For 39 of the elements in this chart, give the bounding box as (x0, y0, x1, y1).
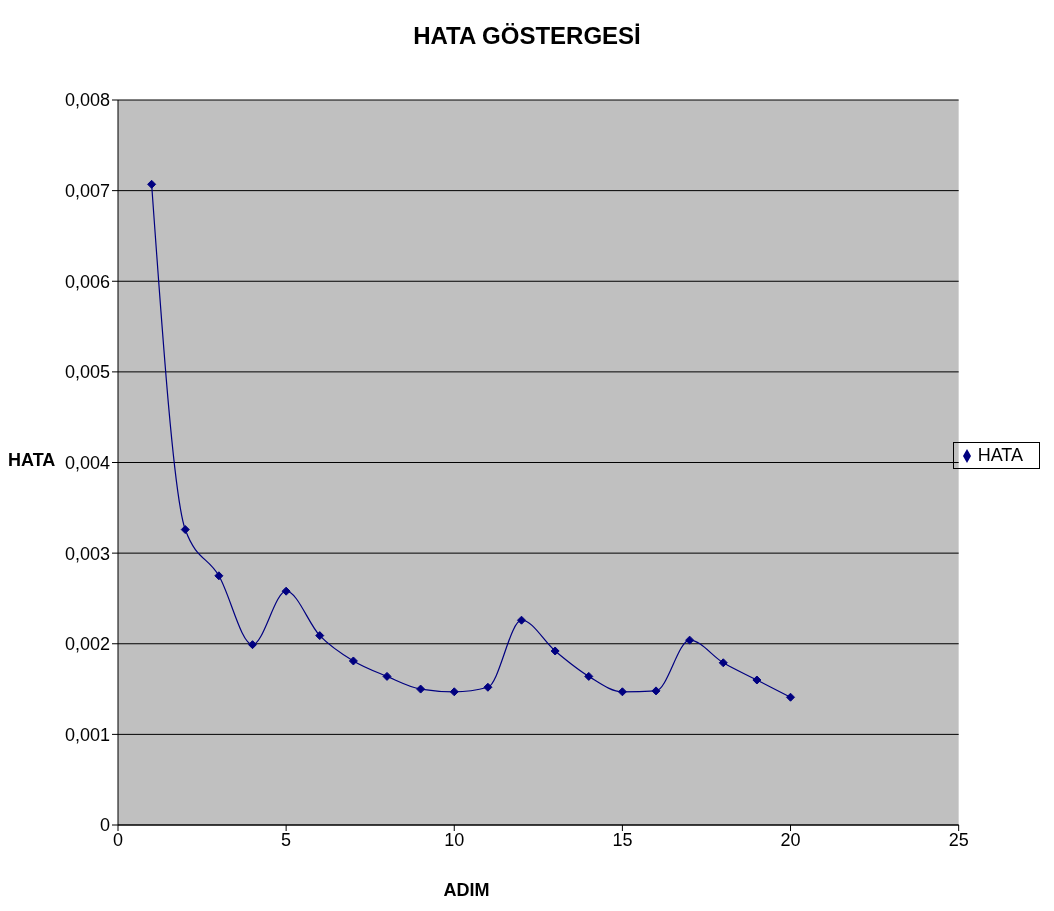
point (281, 586, 291, 596)
point (517, 615, 527, 625)
point (382, 671, 392, 681)
x-tick-label: 15 (612, 829, 633, 850)
y-tick-label: 0,008 (64, 90, 110, 111)
point (651, 686, 661, 696)
point (214, 571, 224, 581)
point (752, 675, 762, 685)
chart-title: HATA GÖSTERGESİ (412, 22, 642, 50)
point (550, 646, 560, 656)
legend-label: HATA (977, 445, 1023, 465)
point (483, 682, 493, 692)
point (147, 179, 157, 189)
point (786, 692, 796, 702)
point (180, 525, 190, 535)
x-tick-label: 5 (281, 829, 292, 850)
x-tick-label: 0 (112, 829, 124, 850)
y-tick-label: 0,003 (64, 543, 110, 564)
point (248, 640, 258, 650)
y-tick-label: 0,001 (64, 724, 110, 745)
y-tick-label: 0,002 (64, 634, 110, 655)
y-tick-label: 0,006 (64, 271, 110, 292)
point (718, 658, 728, 668)
point (685, 635, 695, 645)
x-axis-title: ADIM (442, 880, 491, 901)
x-tick-label: 20 (780, 829, 801, 850)
y-axis-title: HATA (8, 450, 56, 471)
point (416, 684, 426, 694)
point (617, 687, 627, 697)
x-tick-label: 25 (948, 829, 969, 850)
point (584, 671, 594, 681)
x-tick-label: 10 (444, 829, 465, 850)
y-tick-label: 0,005 (64, 362, 110, 383)
point (348, 656, 358, 666)
y-tick-label: 0,007 (64, 181, 110, 202)
point (315, 631, 325, 641)
y-tick-label: 0 (99, 815, 110, 836)
point (449, 687, 459, 697)
y-tick-label: 0,004 (64, 452, 110, 473)
